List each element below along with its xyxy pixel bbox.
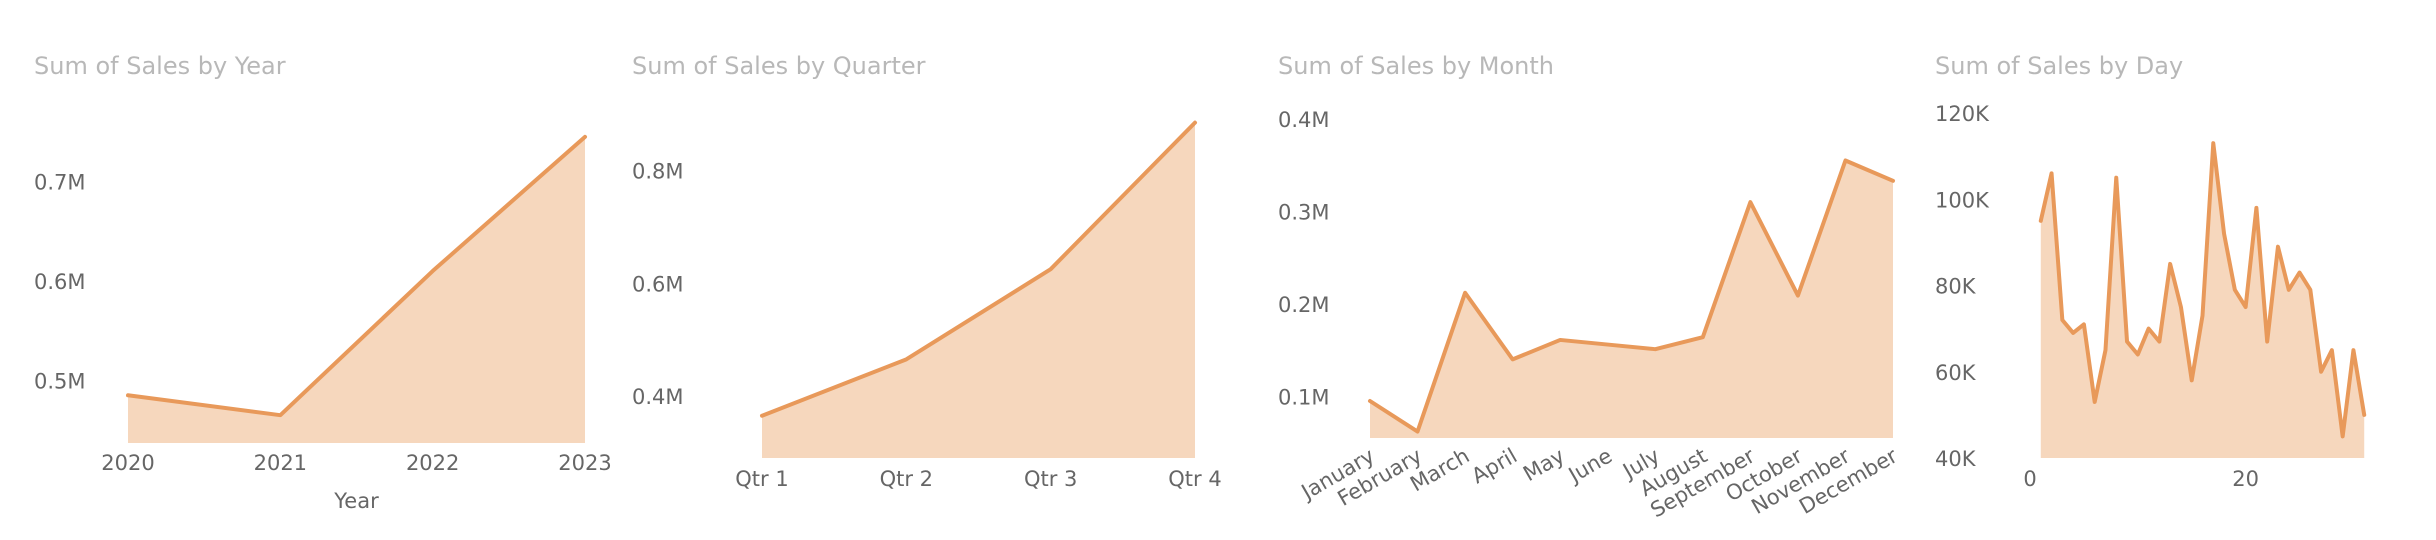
x-tick-label: 2022 (406, 451, 459, 475)
sales-line (1368, 158, 1895, 434)
data-point (2093, 400, 2097, 404)
data-point (2168, 262, 2172, 266)
y-tick-label: 60K (1935, 361, 1977, 385)
y-tick-label: 0.4M (632, 385, 684, 409)
y-tick-label: 0.6M (632, 272, 684, 296)
data-point (2276, 245, 2280, 249)
x-axis-title: Year (333, 489, 379, 513)
data-point (2157, 340, 2161, 344)
chart-title-year: Sum of Sales by Year (34, 52, 286, 80)
data-point (2244, 305, 2248, 309)
x-tick-label: Qtr 3 (1024, 467, 1077, 491)
area-fill (128, 136, 585, 443)
chart-title-quarter: Sum of Sales by Quarter (632, 52, 926, 80)
data-point (2060, 318, 2064, 322)
data-point (2319, 370, 2323, 374)
sales-line (2038, 141, 2367, 439)
data-point (2298, 271, 2302, 275)
data-point (2233, 288, 2237, 292)
sales-by-month-chart: 0.1M0.2M0.3M0.4MJanuaryFebruaryMarchApri… (1278, 108, 1902, 523)
data-point (2103, 348, 2107, 352)
data-point (2125, 340, 2129, 344)
data-point (2265, 340, 2269, 344)
y-tick-label: 0.5M (34, 369, 86, 393)
data-point (2050, 171, 2054, 175)
y-tick-label: 40K (1935, 447, 1977, 471)
x-tick-label: Qtr 1 (735, 467, 788, 491)
y-tick-label: 120K (1935, 102, 1990, 126)
data-point (2071, 331, 2075, 335)
data-point (2351, 348, 2355, 352)
y-tick-label: 100K (1935, 188, 1990, 212)
data-point (2254, 206, 2258, 210)
data-point (2136, 353, 2140, 357)
data-point (2147, 327, 2151, 331)
x-tick-label: 2021 (254, 451, 307, 475)
x-tick-label: 2023 (558, 451, 611, 475)
y-tick-label: 0.7M (34, 171, 86, 195)
y-tick-label: 0.3M (1278, 200, 1330, 224)
data-point (2287, 288, 2291, 292)
y-tick-label: 0.4M (1278, 108, 1330, 132)
x-tick-label: 2020 (101, 451, 154, 475)
y-tick-label: 80K (1935, 275, 1977, 299)
data-point (2114, 176, 2118, 180)
x-tick-label: 20 (2232, 467, 2259, 491)
x-tick-label: Qtr 2 (880, 467, 933, 491)
data-point (2201, 314, 2205, 318)
data-point (2330, 348, 2334, 352)
data-point (2190, 378, 2194, 382)
data-point (2179, 305, 2183, 309)
sales-line (760, 120, 1197, 418)
area-fill (2040, 143, 2365, 458)
y-tick-label: 0.2M (1278, 293, 1330, 317)
chart-title-day: Sum of Sales by Day (1935, 52, 2184, 80)
data-point (2308, 288, 2312, 292)
y-tick-label: 0.6M (34, 270, 86, 294)
data-point (2082, 322, 2086, 326)
data-point (2211, 141, 2215, 145)
data-point (2341, 434, 2345, 438)
chart-title-month: Sum of Sales by Month (1278, 52, 1555, 80)
x-tick-label: 0 (2023, 467, 2036, 491)
sales-by-quarter-chart: 0.4M 0.6M 0.8M Qtr 1 Qtr 2 Qtr 3 Qtr 4 (632, 120, 1222, 491)
data-point (2039, 219, 2043, 223)
x-tick-label: Qtr 4 (1168, 467, 1221, 491)
data-point (2222, 232, 2226, 236)
sales-line (126, 134, 587, 418)
data-point (2362, 413, 2366, 417)
y-tick-label: 0.8M (632, 160, 684, 184)
y-tick-label: 0.1M (1278, 385, 1330, 409)
sales-by-year-chart: 0.5M 0.6M 0.7M 2020 2021 2022 2023 Year (34, 134, 612, 513)
